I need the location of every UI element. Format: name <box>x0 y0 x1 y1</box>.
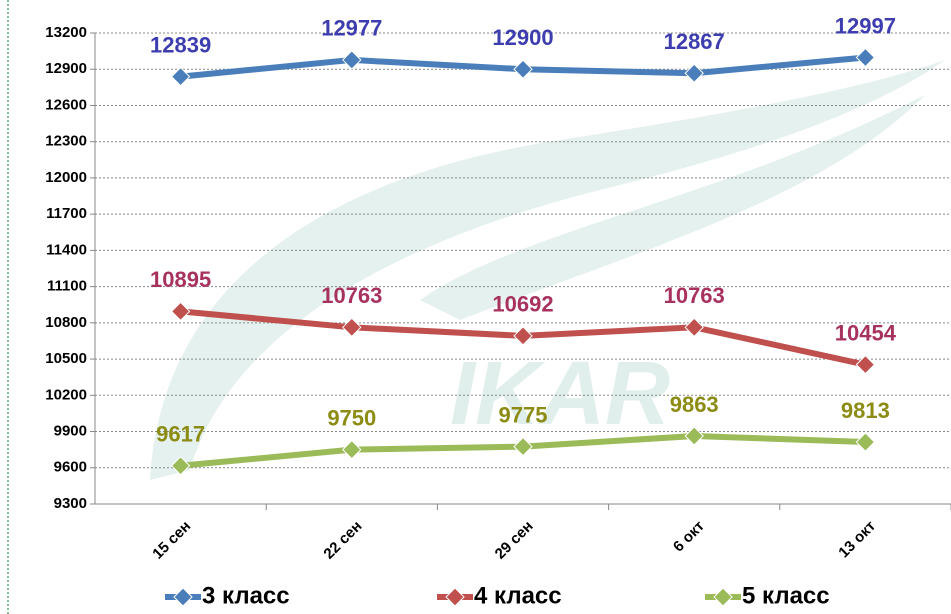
y-tick-label: 12600 <box>45 96 87 113</box>
data-label: 10763 <box>321 283 382 308</box>
y-tick-label: 11100 <box>47 278 87 295</box>
data-label: 9813 <box>841 398 890 423</box>
x-tick-label: 22 сен <box>320 518 365 563</box>
y-tick-label: 10500 <box>45 350 87 367</box>
x-tick-label: 6 окт <box>670 518 708 556</box>
data-label: 10454 <box>835 320 897 345</box>
legend-marker <box>445 587 465 607</box>
point-marker <box>684 63 704 83</box>
legend-label: 4 класс <box>474 582 562 609</box>
data-label: 9775 <box>499 402 548 427</box>
point-marker <box>513 436 533 457</box>
y-tick-label: 13200 <box>45 24 87 41</box>
data-label: 9750 <box>327 405 376 430</box>
data-label: 12867 <box>664 29 725 54</box>
watermark-shape <box>150 60 945 480</box>
data-label: 9863 <box>670 392 719 417</box>
data-label: 9617 <box>156 422 205 447</box>
y-tick-label: 12900 <box>45 60 87 77</box>
legend-marker <box>173 587 193 607</box>
legend-marker <box>713 587 733 607</box>
y-tick-label: 10800 <box>45 314 87 331</box>
watermark-text: IKAR <box>450 344 670 444</box>
point-marker <box>170 301 191 322</box>
x-tick-label: 15 сен <box>149 518 194 563</box>
y-tick-label: 11400 <box>46 241 87 258</box>
point-marker <box>170 456 191 476</box>
point-marker <box>342 50 362 70</box>
x-tick-label: 29 сен <box>492 518 537 563</box>
point-marker <box>855 432 876 452</box>
legend-label: 5 класс <box>742 582 830 609</box>
point-marker <box>855 354 876 375</box>
y-tick-label: 9300 <box>54 495 87 512</box>
data-label: 10895 <box>150 267 211 292</box>
y-tick-label: 12300 <box>45 133 87 150</box>
point-marker <box>342 439 362 460</box>
y-tick-label: 11700 <box>46 205 87 222</box>
y-tick-label: 10200 <box>45 386 87 403</box>
point-marker <box>684 317 704 338</box>
data-label: 10763 <box>664 283 725 308</box>
y-tick-label: 12000 <box>45 169 87 186</box>
point-marker <box>513 326 533 346</box>
data-label: 12977 <box>321 16 382 41</box>
point-marker <box>855 47 876 68</box>
data-label: 10692 <box>492 292 553 317</box>
data-label: 12997 <box>835 13 896 38</box>
y-tick-label: 9900 <box>54 423 87 440</box>
point-marker <box>342 317 362 338</box>
point-marker <box>513 59 533 79</box>
legend-label: 3 класс <box>202 582 290 609</box>
point-marker <box>684 426 704 446</box>
data-label: 12839 <box>150 32 211 57</box>
watermark-shape <box>420 95 925 320</box>
point-marker <box>170 66 191 87</box>
x-tick-label: 13 окт <box>835 518 879 562</box>
y-tick-label: 9600 <box>54 459 87 476</box>
data-label: 12900 <box>492 25 553 50</box>
